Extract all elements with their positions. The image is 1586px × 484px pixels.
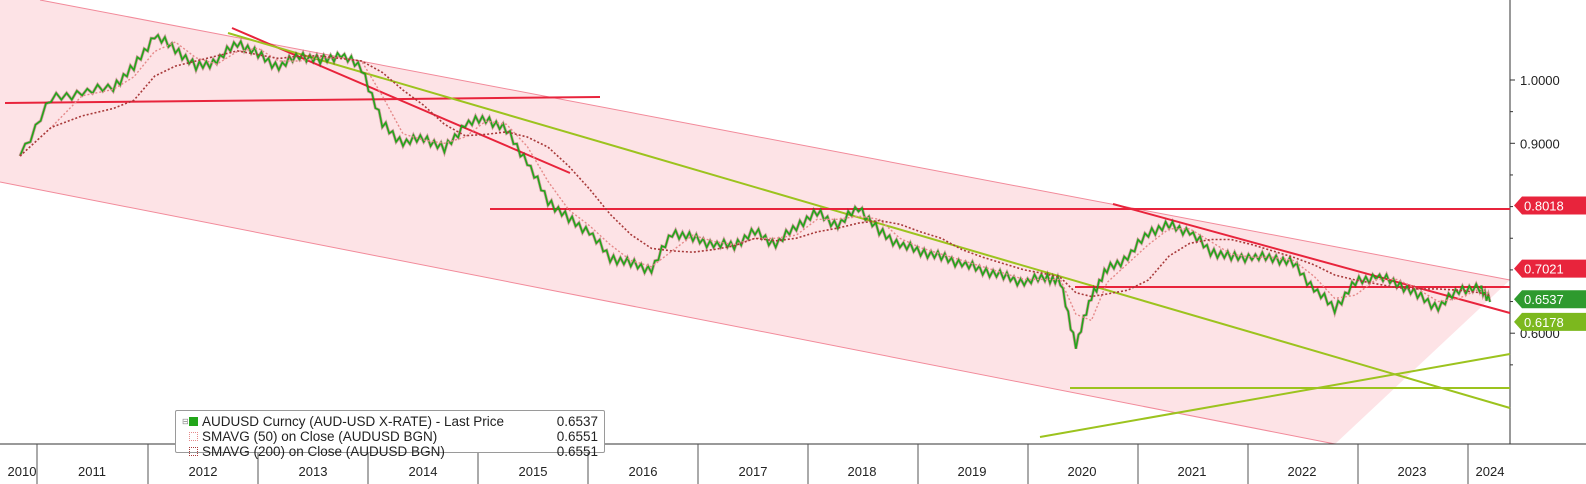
expand-icon[interactable]: ⊟ [182,417,189,426]
legend-row-price: ⊟ AUDUSD Curncy (AUD-USD X-RATE) - Last … [182,414,598,429]
trendlines [4,27,1511,438]
legend-value: 0.6551 [556,429,598,444]
green-ascending-trendline [1039,353,1511,438]
x-tick-label: 2019 [958,464,987,479]
y-tick-label: 1.0000 [1520,73,1560,88]
x-tick-label: 2023 [1398,464,1427,479]
x-tick-label: 2013 [299,464,328,479]
y-tick-label: 0.9000 [1520,136,1560,151]
price-label-06178: 0.6178 [1514,312,1586,331]
x-tick-label: 2014 [409,464,438,479]
channel-lower-line [0,181,1336,445]
price-label-text: 0.8018 [1524,198,1564,213]
sma200-line [19,50,1491,298]
descending-trendline-2012 [231,27,571,174]
legend-label: AUDUSD Curncy (AUD-USD X-RATE) - Last Pr… [202,414,505,429]
price-series-line [19,33,1491,349]
legend-swatch-sma50 [189,432,198,441]
price-label-box [1514,259,1586,278]
x-tick-label: 2016 [629,464,658,479]
legend-swatch-price [189,417,198,426]
legend: ⊟ AUDUSD Curncy (AUD-USD X-RATE) - Last … [175,410,605,459]
horizontal-trendline-2011 [4,96,601,104]
sma50-line [19,41,1491,322]
price-label-08018: 0.8018 [1514,196,1586,215]
price-label-box [1514,290,1586,309]
series [18,32,1492,349]
price-label-text: 0.6537 [1524,292,1564,307]
price-label-07021: 0.7021 [1514,259,1586,278]
legend-label: SMAVG (50) on Close (AUDUSD BGN) [202,429,438,444]
price-label-box [1514,196,1586,215]
price-label-box [1514,312,1586,331]
green-descending-trendline [227,32,1511,409]
x-tick-label: 2022 [1288,464,1317,479]
legend-row-sma50: SMAVG (50) on Close (AUDUSD BGN) 0.6551 [182,429,598,444]
descending-trendline-2021 [1112,203,1511,314]
x-tick-label: 2018 [848,464,877,479]
legend-label: SMAVG (200) on Close (AUDUSD BGN) [202,444,445,459]
x-tick-label: 2020 [1068,464,1097,479]
legend-value: 0.6537 [556,414,598,429]
price-label-text: 0.6178 [1524,315,1564,330]
x-tick-label: 2021 [1178,464,1207,479]
legend-row-sma200: SMAVG (200) on Close (AUDUSD BGN) 0.6551 [182,444,598,459]
x-tick-label: 2024 [1476,464,1505,479]
legend-swatch-sma200 [189,447,198,456]
x-tick-label: 2012 [189,464,218,479]
price-labels: 0.8018 0.7021 0.6537 0.6178 [1514,196,1586,331]
x-tick-label: 2010 [8,464,37,479]
legend-value: 0.6551 [556,444,598,459]
price-label-06537: 0.6537 [1514,290,1586,309]
channel-upper-line [39,0,1511,281]
channel-background [0,0,1511,445]
x-tick-label: 2011 [78,464,106,479]
x-tick-label: 2015 [519,464,548,479]
x-tick-label: 2017 [739,464,768,479]
price-label-text: 0.7021 [1524,262,1564,277]
